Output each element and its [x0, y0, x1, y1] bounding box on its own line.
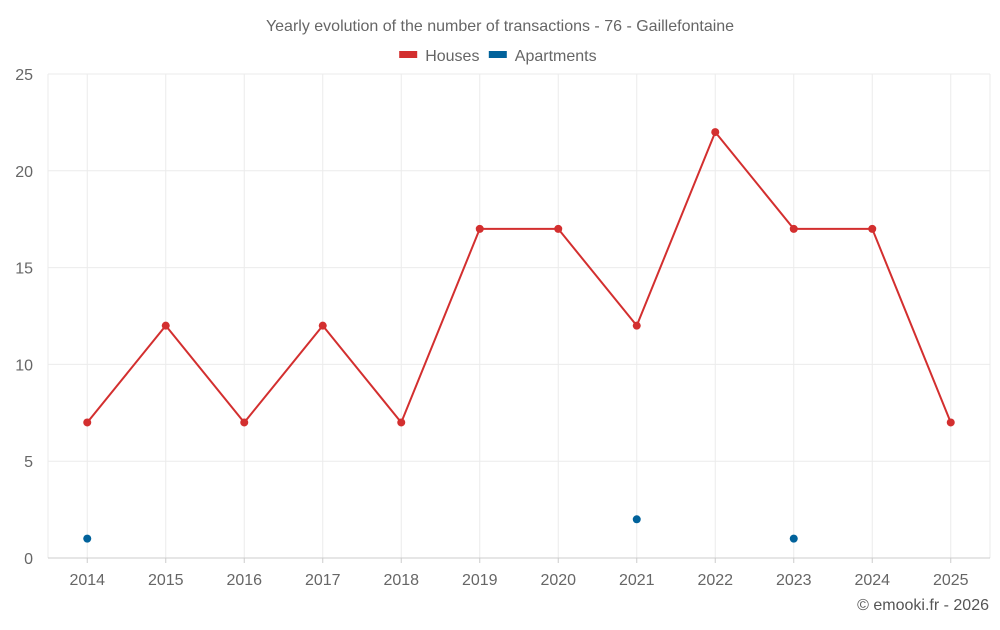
apartments-point: [632, 515, 641, 524]
legend-swatch-apartments: [488, 51, 507, 58]
x-tick-label: 2020: [540, 572, 576, 589]
legend-label-houses: Houses: [425, 48, 479, 65]
apartments-point: [789, 534, 798, 543]
x-tick-label: 2025: [933, 572, 969, 589]
houses-point: [161, 321, 170, 330]
x-tick-label: 2017: [305, 572, 341, 589]
grid: [47, 73, 991, 558]
legend-label-apartments: Apartments: [515, 48, 597, 65]
series-layer: [83, 128, 955, 543]
houses-point: [868, 224, 877, 233]
legend-swatch-houses: [399, 51, 418, 58]
x-tick-label: 2014: [69, 572, 105, 589]
y-tick-label: 25: [15, 67, 33, 84]
houses-point: [397, 418, 406, 427]
houses-point: [240, 418, 249, 427]
legend: Houses Apartments: [399, 48, 597, 65]
houses-line: [86, 131, 952, 424]
apartments-point: [83, 534, 92, 543]
x-tick-label: 2019: [462, 572, 498, 589]
houses-point: [318, 321, 327, 330]
houses-point: [946, 418, 955, 427]
houses-point: [83, 418, 92, 427]
houses-point: [475, 224, 484, 233]
y-tick-label: 5: [24, 454, 33, 471]
chart-title: Yearly evolution of the number of transa…: [266, 18, 734, 35]
x-tick-label: 2024: [854, 572, 890, 589]
x-tick-label: 2021: [619, 572, 655, 589]
y-tick-label: 0: [24, 551, 33, 568]
x-axis: 2014 2015 2016 2017 2018 2019 2020 2021 2022 2023…: [48, 557, 990, 589]
x-tick-label: 2015: [148, 572, 184, 589]
x-tick-label: 2018: [383, 572, 419, 589]
y-axis: 0 5 10 15 20 25: [15, 67, 33, 568]
houses-point: [554, 224, 563, 233]
houses-point: [789, 224, 798, 233]
y-tick-label: 15: [15, 261, 33, 278]
y-tick-label: 10: [15, 357, 33, 374]
houses-point: [632, 321, 641, 330]
x-tick-label: 2023: [776, 572, 812, 589]
x-tick-label: 2022: [697, 572, 733, 589]
copyright-footer: © emooki.fr - 2026: [857, 597, 989, 614]
houses-point: [711, 128, 720, 137]
y-tick-label: 20: [15, 164, 33, 181]
x-tick-label: 2016: [226, 572, 262, 589]
